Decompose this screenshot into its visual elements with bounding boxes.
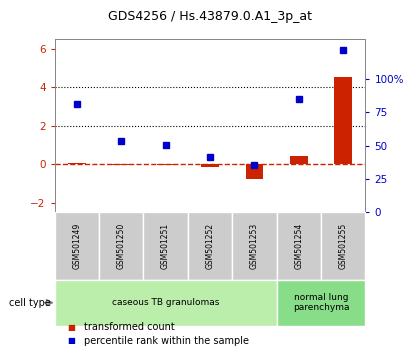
Text: GDS4256 / Hs.43879.0.A1_3p_at: GDS4256 / Hs.43879.0.A1_3p_at bbox=[108, 10, 312, 23]
Text: GSM501254: GSM501254 bbox=[294, 223, 303, 269]
Text: GSM501249: GSM501249 bbox=[72, 223, 81, 269]
Text: GSM501253: GSM501253 bbox=[250, 223, 259, 269]
Text: caseous TB granulomas: caseous TB granulomas bbox=[112, 298, 219, 307]
Text: cell type: cell type bbox=[8, 298, 50, 308]
Text: ■: ■ bbox=[68, 336, 75, 346]
Text: GSM501252: GSM501252 bbox=[205, 223, 215, 269]
Text: GSM501251: GSM501251 bbox=[161, 223, 170, 269]
Bar bbox=[201, 164, 219, 167]
Text: percentile rank within the sample: percentile rank within the sample bbox=[84, 336, 249, 346]
Bar bbox=[246, 164, 263, 179]
Bar bbox=[68, 163, 86, 164]
Text: normal lung
parenchyma: normal lung parenchyma bbox=[293, 293, 349, 312]
Bar bbox=[112, 164, 130, 165]
Text: GSM501250: GSM501250 bbox=[117, 223, 126, 269]
Text: GSM501255: GSM501255 bbox=[339, 223, 348, 269]
Text: transformed count: transformed count bbox=[84, 322, 175, 332]
Text: ■: ■ bbox=[68, 323, 75, 332]
Bar bbox=[290, 155, 308, 164]
Bar bbox=[334, 78, 352, 164]
Bar bbox=[157, 164, 174, 165]
